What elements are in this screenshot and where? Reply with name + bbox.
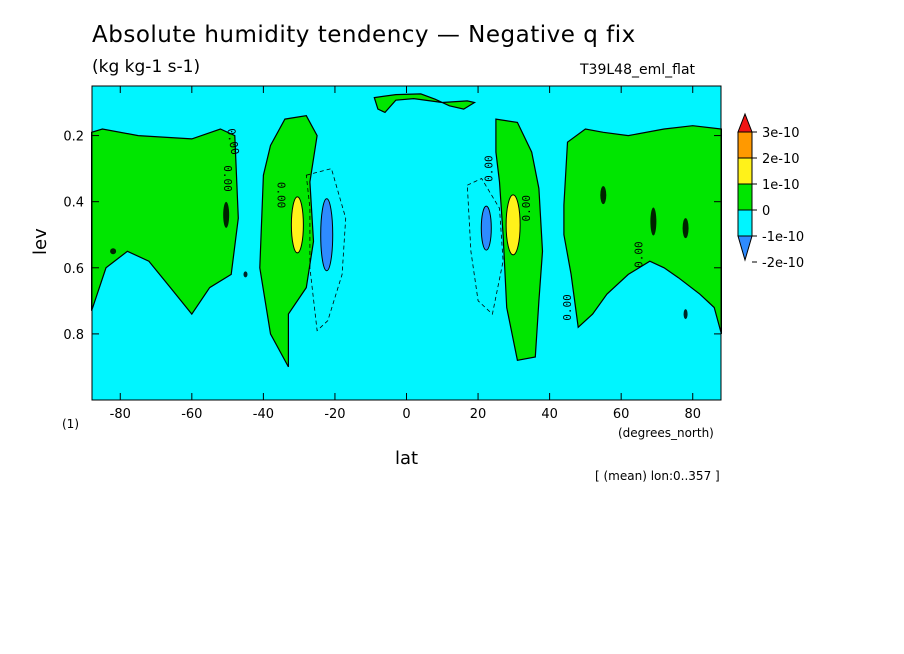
x-axis-label: lat (395, 448, 419, 469)
colorbar-segment (737, 209, 753, 237)
colorbar-bottom-arrow (737, 235, 753, 262)
positive-region-3 (373, 93, 477, 114)
y-tick-label: 0.2 (63, 130, 84, 145)
blue-min-sh (320, 198, 334, 272)
x-tick-label: -40 (253, 407, 274, 422)
contour-islet-6 (600, 186, 607, 205)
x-tick-label: -80 (110, 407, 131, 422)
contour-label-2: 0.00 (275, 182, 288, 209)
contour-label-1: 0.00 (221, 165, 234, 192)
axes: -80 -60 -40 -20 0 20 40 60 80 0.2 0.4 0.6 0.8 (63, 85, 722, 422)
contour-islet-2 (110, 248, 117, 255)
y-axis-unit: (1) (62, 417, 79, 431)
run-name: T39L48_eml_flat (580, 62, 696, 78)
colorbar-label: 2e-10 (762, 152, 800, 167)
positive-region-1 (91, 128, 239, 316)
neg-contour-nh (466, 177, 504, 315)
yellow-core-sh (290, 196, 304, 254)
neg-contour-sh (305, 168, 347, 332)
contour-label-3: 0.00 (224, 127, 241, 155)
colorbar-label: 1e-10 (762, 178, 800, 193)
colorbar-label: 0 (762, 204, 770, 219)
contour-islet-4 (650, 207, 657, 236)
x-tick-label: 80 (684, 407, 701, 422)
positive-region-5 (563, 125, 722, 335)
contour-label-7: 0.00 (633, 241, 646, 268)
contour-label-4: 0.00 (482, 155, 495, 182)
y-tick-label: 0.4 (63, 196, 84, 211)
x-axis-unit: (degrees_north) (618, 426, 714, 440)
colorbar-top-arrow (737, 112, 753, 133)
colorbar-segment (737, 157, 753, 185)
plot-area: 0.00 0.00 0.00 0.00 0.00 0.00 0.00 (91, 86, 722, 400)
y-tick-label: 0.6 (63, 262, 84, 277)
chart-title: Absolute humidity tendency — Negative q … (92, 22, 636, 48)
positive-region-2 (259, 115, 318, 368)
contour-islet-3 (243, 271, 248, 278)
x-tick-label: 40 (541, 407, 558, 422)
colorbar-segment (737, 131, 753, 159)
contour-islet-7 (683, 309, 688, 320)
chart-units: (kg kg-1 s-1) (92, 57, 201, 77)
colorbar-label: -1e-10 (762, 230, 804, 245)
x-tick-label: 0 (402, 407, 410, 422)
contour-islet-5 (682, 218, 689, 239)
y-tick-label: 0.8 (63, 328, 84, 343)
colorbar-label: 3e-10 (762, 126, 800, 141)
yellow-core-nh (505, 194, 521, 256)
x-tick-label: -60 (181, 407, 202, 422)
contour-label-6: 0.00 (561, 294, 574, 321)
colorbar-label: -2e-10 (762, 256, 804, 271)
contour-islet-1 (223, 201, 230, 228)
blue-min-nh (480, 205, 492, 251)
averaging-note: [ (mean) lon:0..357 ] (595, 469, 720, 483)
x-tick-label: 20 (470, 407, 487, 422)
x-tick-label: 60 (613, 407, 630, 422)
contour-label-5: 0.00 (520, 195, 533, 222)
colorbar-segment (737, 183, 753, 211)
colorbar: 3e-10 2e-10 1e-10 0 -1e-10 -2e-10 (737, 112, 804, 271)
x-tick-label: -20 (324, 407, 345, 422)
